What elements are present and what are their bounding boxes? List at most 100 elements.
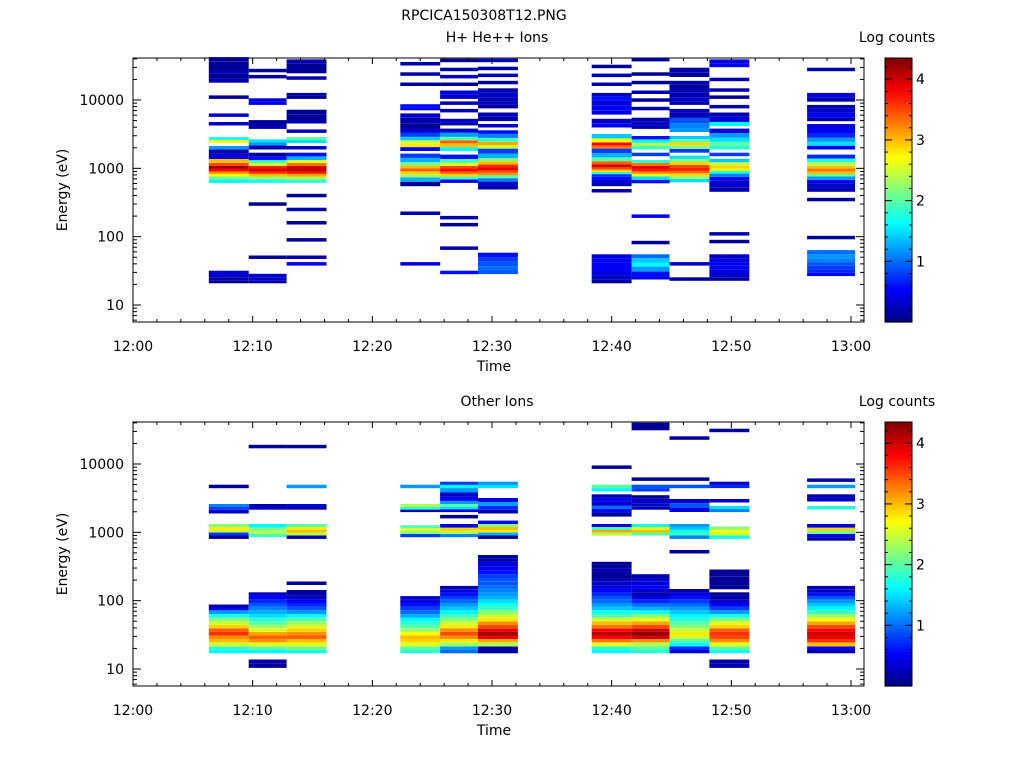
colorbar-segment	[885, 128, 912, 132]
colorbar-segment	[885, 196, 912, 200]
colorbar-segment	[885, 130, 912, 134]
heatmap-cell	[709, 116, 750, 122]
heatmap-cell	[286, 606, 327, 611]
heatmap-cell	[669, 589, 710, 593]
heatmap-cell	[669, 97, 710, 102]
heatmap-cell	[807, 145, 855, 150]
heatmap-cell	[591, 169, 632, 172]
heatmap-cell	[709, 262, 750, 266]
heatmap-cell	[591, 614, 632, 618]
heatmap-cell	[591, 164, 632, 168]
colorbar-segment	[885, 565, 912, 568]
heatmap-cell	[440, 610, 478, 614]
colorbar-segment	[885, 306, 912, 310]
heatmap-cell	[591, 161, 632, 165]
heatmap-cell	[591, 639, 632, 643]
heatmap-cell	[591, 100, 632, 106]
heatmap-cell	[440, 170, 478, 174]
heatmap-cell	[286, 603, 327, 607]
heatmap-cell	[669, 155, 710, 159]
colorbar-segment	[885, 62, 912, 66]
heatmap-cell	[286, 156, 327, 161]
heatmap-cell	[631, 578, 670, 582]
heatmap-cell	[807, 646, 855, 650]
heatmap-cell	[286, 535, 327, 539]
colorbar-segment	[885, 300, 912, 303]
heatmap-cell	[807, 253, 855, 259]
heatmap-cell	[631, 506, 670, 510]
colorbar-segment	[885, 468, 912, 471]
heatmap-cell	[286, 59, 327, 64]
heatmap-cell	[478, 178, 518, 182]
heatmap-cell	[400, 624, 441, 629]
heatmap-cell	[591, 142, 632, 146]
heatmap-cell	[208, 509, 249, 514]
colorbar-segment	[885, 212, 912, 215]
heatmap-cell	[286, 255, 327, 259]
colorbar-tick-label: 3	[916, 497, 925, 513]
colorbar-segment	[885, 97, 912, 101]
heatmap-cell	[478, 520, 518, 524]
y-axis-label: Energy (eV)	[55, 513, 71, 596]
colorbar-segment	[885, 141, 912, 145]
colorbar-segment	[885, 602, 912, 606]
heatmap-cell	[631, 592, 670, 596]
colorbar-segment	[885, 183, 912, 187]
heatmap-cell	[807, 154, 855, 159]
colorbar-tick-label: 2	[916, 558, 925, 574]
heatmap-cell	[591, 254, 632, 259]
x-tick-label: 12:50	[711, 339, 751, 355]
heatmap-cell	[807, 272, 855, 277]
heatmap-cell	[478, 650, 518, 654]
heatmap-cell	[440, 67, 478, 72]
colorbar-segment	[885, 121, 912, 125]
heatmap-cell	[807, 617, 855, 622]
heatmap-cell	[208, 95, 249, 99]
heatmap-cell	[248, 160, 287, 163]
heatmap-cell	[631, 621, 670, 625]
heatmap-cell	[631, 595, 670, 600]
heatmap-cell	[709, 173, 750, 177]
heatmap-cell	[631, 642, 670, 647]
colorbar-segment	[885, 82, 912, 85]
heatmap-cell	[478, 639, 518, 643]
heatmap-cell	[709, 585, 750, 590]
x-tick-label: 12:10	[232, 703, 272, 719]
heatmap-cell	[248, 101, 287, 105]
heatmap-cell	[669, 149, 710, 153]
heatmap-cell	[709, 526, 750, 530]
heatmap-cell	[478, 133, 518, 138]
heatmap-cell	[478, 148, 518, 154]
heatmap-cell	[807, 599, 855, 604]
heatmap-cell	[709, 141, 750, 146]
heatmap-cell	[478, 617, 518, 622]
plot-frame	[132, 57, 865, 323]
heatmap-cell	[248, 603, 287, 607]
heatmap-cell	[709, 481, 750, 485]
colorbar-segment	[885, 633, 912, 636]
colorbar-segment	[885, 556, 912, 559]
colorbar-segment	[885, 569, 912, 573]
heatmap-cell	[478, 145, 518, 149]
heatmap-cell	[709, 642, 750, 647]
colorbar-segment	[885, 75, 912, 79]
heatmap-cell	[669, 92, 710, 98]
heatmap-cell	[669, 606, 710, 611]
heatmap-cell	[478, 614, 518, 618]
y-tick-label: 100	[97, 594, 124, 610]
heatmap-cell	[669, 145, 710, 149]
colorbar-segment	[885, 110, 912, 114]
heatmap-cell	[591, 173, 632, 177]
heatmap-cell	[709, 180, 750, 184]
heatmap-cell	[286, 642, 327, 647]
colorbar-segment	[885, 573, 912, 577]
colorbar-segment	[885, 84, 912, 88]
x-tick-label: 13:00	[831, 703, 871, 719]
heatmap-cell	[807, 592, 855, 596]
heatmap-cell	[248, 621, 287, 625]
heatmap-cell	[478, 566, 518, 571]
colorbar-segment	[885, 479, 912, 482]
colorbar-segment	[885, 104, 912, 107]
heatmap-cell	[478, 175, 518, 179]
colorbar-segment	[885, 157, 912, 160]
